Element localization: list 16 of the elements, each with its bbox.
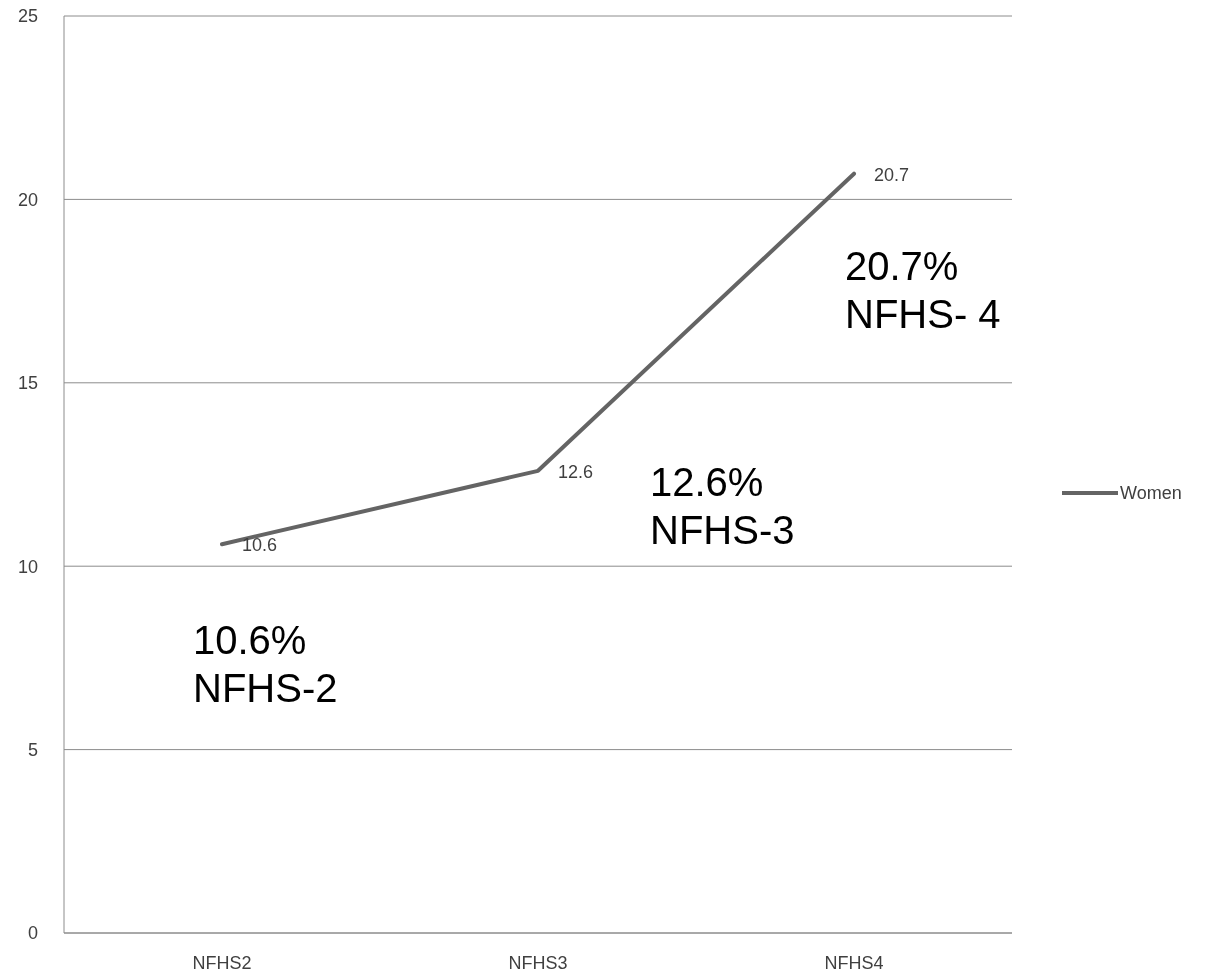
y-tick-label: 0 xyxy=(27,923,38,944)
data-label: 20.7 xyxy=(874,164,910,185)
y-tick-label: 5 xyxy=(27,739,38,760)
y-tick-label: 15 xyxy=(17,373,38,394)
x-tick-label: NFHS3 xyxy=(508,953,568,973)
annotation: 20.7% NFHS- 4 xyxy=(845,243,1001,336)
legend-label: Women xyxy=(1120,483,1182,504)
annotation: 10.6% NFHS-2 xyxy=(193,618,338,711)
annotation: 12.6% NFHS-3 xyxy=(650,459,795,552)
y-tick-label: 25 xyxy=(17,6,38,27)
x-tick-label: NFHS2 xyxy=(192,953,252,973)
y-tick-label: 10 xyxy=(17,556,38,577)
data-label: 12.6 xyxy=(558,461,594,482)
x-tick-label: NFHS4 xyxy=(824,953,884,973)
y-tick-label: 20 xyxy=(17,189,38,210)
data-label: 10.6 xyxy=(242,535,278,556)
